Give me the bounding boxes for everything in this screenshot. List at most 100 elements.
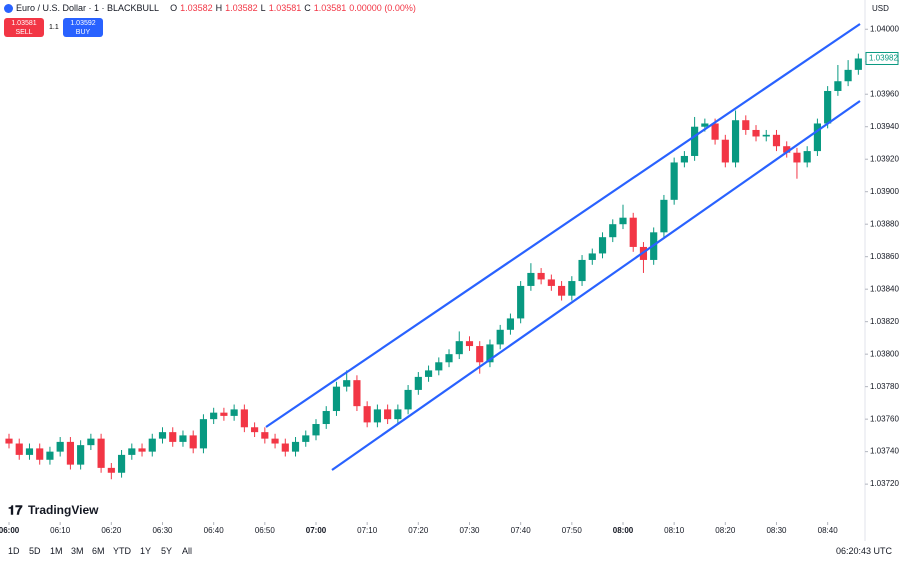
candle [660,194,668,238]
channel-lower [331,100,861,471]
o-label: O [170,3,178,13]
sell-button[interactable]: 1.03581 SELL [4,18,44,37]
candle-body [107,467,115,473]
candle-body [363,406,371,423]
candle-body [598,237,607,254]
candle-body [169,432,177,442]
candle-body [783,146,791,153]
candle [394,404,402,425]
candle [742,115,750,135]
candle-body [56,441,64,452]
symbol[interactable]: Euro / U.S. Dollar · 1 · BLACKBULL [16,3,160,13]
candle [680,151,688,168]
x-tick-label: 07:10 [357,526,378,535]
candle-body [210,412,218,420]
candle-body [721,139,729,163]
candle-body [476,346,484,363]
logo-text: TradingView [28,503,99,517]
candle-body [240,409,248,428]
range-button[interactable]: YTD [113,546,131,556]
range-button[interactable]: 1M [50,546,63,556]
range-button[interactable]: 5Y [161,546,173,556]
candle-body [506,318,515,330]
candle [721,134,729,168]
candle-body [537,272,545,280]
candle [322,406,330,429]
candle-body [813,123,821,152]
range-button[interactable]: All [182,546,193,556]
candle-body [609,224,617,238]
l-value: 1.03581 [268,3,302,13]
candle-body [66,441,74,465]
x-tick-label: 06:40 [204,526,225,535]
candle-body [455,341,463,355]
candle [138,443,146,457]
range-button[interactable]: 6M [92,546,105,556]
candle-body [87,438,95,446]
candle [813,118,821,156]
candle-body [517,285,525,319]
candle [148,433,156,457]
range-button[interactable]: 3M [71,546,84,556]
candle [240,404,248,433]
range-button[interactable]: 5D [29,546,41,556]
buy-button[interactable]: 1.03592 BUY [63,18,103,37]
candle [373,404,381,428]
range-button[interactable]: 1D [8,546,20,556]
candle [629,212,637,252]
candle [752,125,760,142]
candle-body [97,438,105,468]
candle-body [230,409,238,416]
candle [731,110,740,168]
candle-body [281,443,289,452]
candle [527,263,535,291]
candle [169,427,177,447]
candle [803,146,811,168]
candle-body [558,285,566,296]
candle [363,401,371,428]
candle [568,276,576,301]
candle [598,232,607,259]
candle [691,116,699,161]
candle-body [670,162,678,200]
candle-body [148,438,156,452]
candle-body [189,435,197,449]
candle-body [568,281,576,296]
candle [762,129,770,142]
y-tick-label: 1.03920 [870,154,899,163]
range-button[interactable]: 1Y [140,546,152,556]
x-tick-label: 06:00 [0,526,20,535]
candle [353,375,361,412]
candle-body [220,412,228,416]
candle-body [261,432,269,439]
x-tick-label: 08:40 [818,526,839,535]
candle [97,433,105,473]
candle-body [834,81,842,91]
x-tick-label: 08:10 [664,526,685,535]
candle [343,370,351,392]
candle-body [486,344,494,363]
candle [271,433,279,449]
symbol-icon [4,3,13,13]
candle [107,463,115,480]
candle-body [711,123,719,140]
logo-mark: 𝟏𝟕 [8,502,23,517]
candle [455,331,463,360]
candle [220,407,228,421]
candle [772,129,781,152]
last-price-box [865,51,899,65]
candle [25,443,34,460]
chart: 1.03720 1.03740 1.03760 1.03780 1.03800 1.038… [0,0,899,541]
y-tick-label: 1.04000 [870,24,899,33]
candle [87,433,95,451]
x-tick-label: 07:30 [459,526,480,535]
candle [281,438,289,457]
candle [332,381,341,416]
x-tick-label: 06:30 [152,526,173,535]
candle-body [547,279,555,286]
y-tick-label: 1.03880 [870,219,899,228]
candle-body [844,69,852,82]
candle [834,64,842,96]
logo: 𝟏𝟕 TradingView [8,502,99,517]
candle-body [588,253,596,260]
